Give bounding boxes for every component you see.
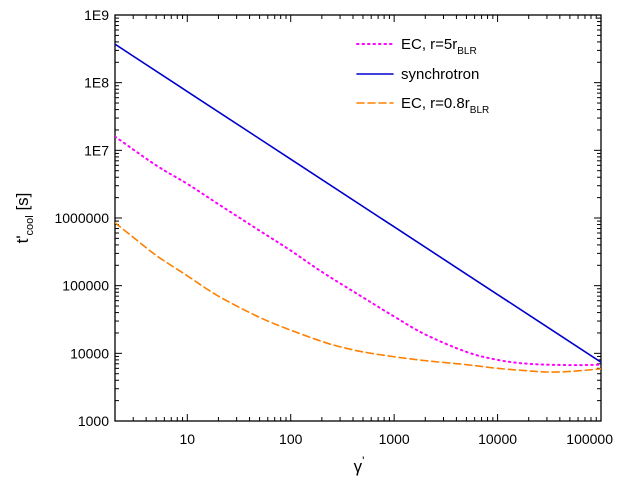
x-tick-label: 100000 xyxy=(566,431,613,447)
plot-frame xyxy=(114,14,602,422)
series-line-2 xyxy=(115,43,601,363)
series-lines xyxy=(115,43,601,373)
x-tick-label: 1000 xyxy=(379,431,410,447)
legend-label-2: synchrotron xyxy=(401,66,479,83)
y-axis-title: t'cool [s] xyxy=(13,193,36,244)
axis-ticks xyxy=(114,14,602,422)
x-tick-label: 10 xyxy=(180,431,196,447)
y-tick-label: 1000 xyxy=(78,413,109,429)
axis-tick-labels: 10 100 1000 10000 100000 1000 10000 100000 10000… xyxy=(54,7,613,447)
y-tick-label: 100000 xyxy=(62,278,109,294)
series-line-1 xyxy=(115,135,601,367)
x-tick-label: 100 xyxy=(279,431,303,447)
x-axis-title: γ' xyxy=(354,454,365,476)
y-tick-label: 1000000 xyxy=(54,210,109,226)
legend-label-3: EC, r=0.8rBLR xyxy=(401,95,489,116)
x-tick-label: 10000 xyxy=(478,431,517,447)
legend-label-1: EC, r=5rBLR xyxy=(401,36,477,57)
y-tick-label: 10000 xyxy=(70,345,109,361)
y-tick-label: 1E9 xyxy=(84,7,109,23)
y-tick-label: 1E8 xyxy=(84,75,109,91)
legend: EC, r=5rBLR synchrotron EC, r=0.8rBLR xyxy=(356,36,489,116)
series-line-3 xyxy=(115,221,601,373)
y-tick-label: 1E7 xyxy=(84,142,109,158)
